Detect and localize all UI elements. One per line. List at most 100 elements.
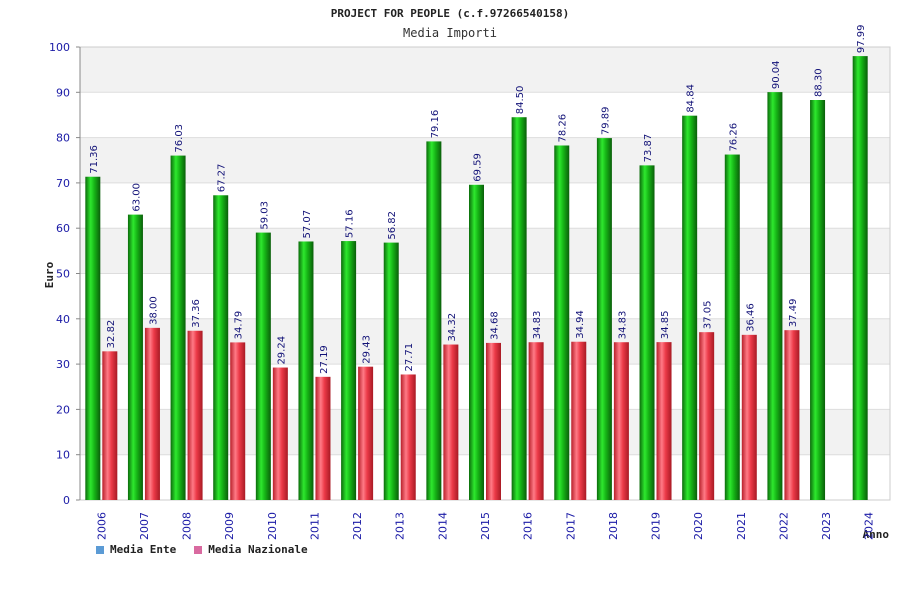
- y-tick-label: 10: [56, 449, 70, 462]
- y-axis-label: Euro: [43, 261, 56, 288]
- y-tick-label: 40: [56, 313, 70, 326]
- bar-media-nazionale: [272, 367, 288, 500]
- bar-media-nazionale: [443, 344, 459, 500]
- bar-media-ente: [341, 241, 357, 501]
- data-label-media-ente: 73.87: [643, 134, 654, 163]
- bar-media-nazionale: [784, 330, 800, 500]
- data-label-media-nazionale: 29.24: [276, 336, 287, 365]
- x-tick-label: 2017: [564, 512, 577, 540]
- data-label-media-nazionale: 27.71: [404, 343, 415, 372]
- bar-media-nazionale: [528, 342, 544, 500]
- chart-subtitle: Media Importi: [403, 26, 497, 40]
- bar-media-nazionale: [315, 376, 331, 500]
- legend-label-media-nazionale: Media Nazionale: [208, 543, 308, 556]
- data-label-media-ente: 71.36: [89, 145, 100, 174]
- data-label-media-nazionale: 38.00: [148, 296, 159, 325]
- bar-media-nazionale: [486, 342, 501, 500]
- data-label-media-nazionale: 34.85: [660, 310, 671, 339]
- y-tick-label: 50: [56, 268, 70, 281]
- bar-media-ente: [255, 232, 271, 500]
- bar-media-nazionale: [699, 332, 715, 500]
- x-tick-label: 2006: [95, 512, 108, 540]
- bar-media-ente: [639, 165, 655, 500]
- x-tick-label: 2018: [607, 512, 620, 540]
- data-label-media-ente: 59.03: [259, 201, 270, 230]
- bar-media-ente: [810, 100, 826, 500]
- data-label-media-nazionale: 27.19: [319, 345, 330, 374]
- legend-swatch-media-nazionale: [194, 545, 203, 554]
- data-label-media-ente: 57.07: [302, 210, 313, 239]
- bar-media-ente: [596, 138, 612, 500]
- data-label-media-ente: 79.89: [600, 106, 611, 135]
- data-label-media-ente: 84.84: [686, 84, 697, 113]
- y-tick-label: 90: [56, 86, 70, 99]
- x-tick-label: 2012: [351, 512, 364, 540]
- x-tick-label: 2019: [650, 512, 663, 540]
- data-label-media-nazionale: 37.05: [703, 301, 714, 330]
- data-label-media-nazionale: 32.82: [106, 320, 117, 349]
- bar-media-ente: [298, 241, 314, 500]
- data-label-media-ente: 76.26: [728, 123, 739, 152]
- data-label-media-ente: 57.16: [345, 209, 356, 238]
- bar-media-ente: [767, 92, 783, 500]
- data-label-media-ente: 67.27: [217, 164, 228, 193]
- bar-media-ente: [85, 176, 101, 500]
- bar-media-ente: [682, 115, 698, 500]
- x-tick-label: 2014: [436, 512, 449, 540]
- grid-band: [80, 92, 890, 138]
- legend-swatch-media-ente: [96, 545, 104, 554]
- bar-media-ente: [554, 145, 570, 501]
- bar-media-nazionale: [656, 342, 672, 500]
- bar-media-ente: [213, 195, 229, 500]
- y-tick-label: 0: [63, 494, 70, 507]
- grid-band: [80, 137, 890, 183]
- bar-media-ente: [469, 184, 484, 500]
- data-label-media-ente: 84.50: [515, 86, 526, 115]
- data-label-media-ente: 69.59: [473, 153, 484, 182]
- bar-media-nazionale: [613, 342, 629, 500]
- bar-media-nazionale: [741, 334, 757, 500]
- bar-media-ente: [127, 214, 143, 501]
- bar-media-nazionale: [187, 330, 203, 500]
- plot-area: 0 10 20 30 40 50 60 70 80 90 100 71.36 32.82 2006 63.0…: [49, 24, 891, 540]
- data-label-media-ente: 63.00: [131, 183, 142, 212]
- data-label-media-ente: 78.26: [558, 114, 569, 143]
- x-tick-label: 2013: [394, 512, 407, 540]
- data-label-media-ente: 79.16: [430, 110, 441, 139]
- bar-media-ente: [852, 56, 868, 501]
- legend: Media Ente Media Nazionale: [96, 543, 308, 556]
- x-tick-label: 2010: [266, 512, 279, 540]
- y-tick-label: 80: [56, 132, 70, 145]
- bar-media-nazionale: [230, 342, 246, 500]
- data-label-media-nazionale: 34.79: [234, 311, 245, 340]
- x-tick-label: 2011: [308, 512, 321, 540]
- x-tick-label: 2007: [138, 512, 151, 540]
- data-label-media-nazionale: 34.94: [575, 310, 586, 339]
- y-tick-label: 30: [56, 358, 70, 371]
- data-label-media-nazionale: 37.36: [191, 299, 202, 328]
- data-label-media-nazionale: 34.68: [490, 311, 501, 340]
- legend-item-media-ente: Media Ente: [96, 543, 176, 556]
- x-tick-label: 2008: [181, 512, 194, 540]
- y-tick-label: 100: [49, 41, 70, 54]
- x-tick-label: 2009: [223, 512, 236, 540]
- x-tick-label: 2020: [692, 512, 705, 540]
- data-label-media-ente: 88.30: [814, 68, 825, 97]
- data-label-media-ente: 90.04: [771, 60, 782, 89]
- bar-media-nazionale: [400, 374, 416, 500]
- legend-item-media-nazionale: Media Nazionale: [194, 543, 308, 556]
- data-label-media-nazionale: 34.83: [532, 311, 543, 340]
- data-label-media-ente: 56.82: [387, 211, 398, 240]
- bar-media-ente: [426, 141, 442, 500]
- data-label-media-nazionale: 29.43: [362, 335, 373, 364]
- bar-media-nazionale: [144, 327, 160, 500]
- grid-band: [80, 47, 890, 93]
- data-label-media-nazionale: 37.49: [788, 299, 799, 328]
- x-axis-label: Anno: [863, 528, 890, 541]
- data-label-media-nazionale: 34.32: [447, 313, 458, 342]
- bar-media-ente: [383, 242, 399, 500]
- x-tick-label: 2023: [820, 512, 833, 540]
- bar-media-ente: [170, 155, 186, 500]
- x-tick-label: 2021: [735, 512, 748, 540]
